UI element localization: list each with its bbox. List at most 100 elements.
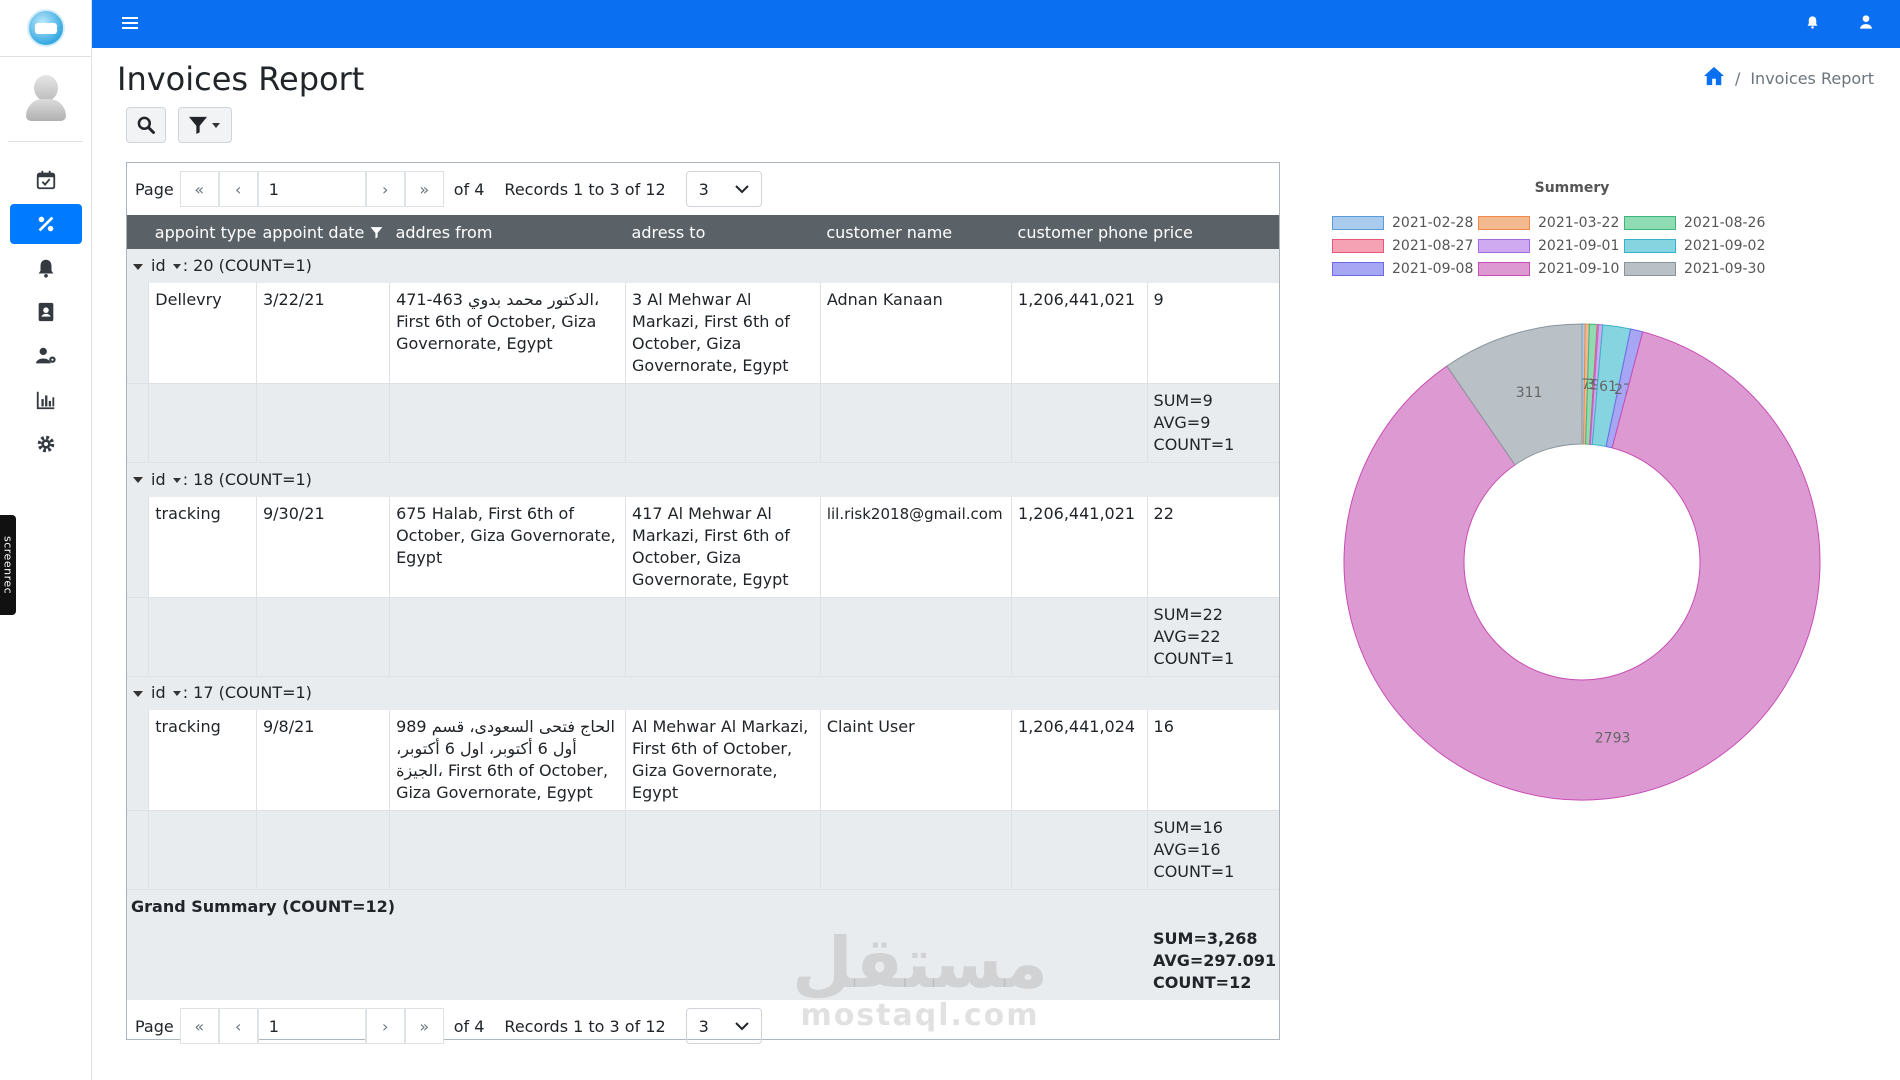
collapse-caret-icon[interactable] bbox=[133, 690, 143, 697]
sort-caret-icon[interactable] bbox=[172, 691, 181, 697]
cell-price: 22 bbox=[1146, 496, 1279, 598]
filter-button[interactable] bbox=[178, 107, 232, 143]
sidebar-item-settings[interactable] bbox=[10, 424, 82, 464]
legend-item[interactable]: 2021-08-26 bbox=[1624, 214, 1770, 231]
chevron-down-icon bbox=[734, 1021, 749, 1030]
user-icon bbox=[1860, 15, 1872, 29]
group-summary: SUM=16 AVG=16 COUNT=1 bbox=[1146, 810, 1279, 890]
legend-label: 2021-08-26 bbox=[1684, 214, 1766, 231]
legend-label: 2021-09-10 bbox=[1538, 260, 1620, 277]
group-header-row[interactable]: id : 20 (COUNT=1) bbox=[127, 249, 1279, 283]
sidebar-item-calendar[interactable] bbox=[10, 160, 82, 200]
chart-title: Summery bbox=[1534, 180, 1610, 196]
cell-date: 9/30/21 bbox=[255, 496, 390, 598]
prev-page-button[interactable]: ‹ bbox=[218, 1008, 258, 1044]
cell-customer: Claint User bbox=[819, 710, 1012, 811]
column-header[interactable]: customer phone bbox=[1017, 222, 1149, 242]
filter-icon[interactable] bbox=[370, 226, 383, 239]
legend-label: 2021-09-01 bbox=[1538, 237, 1620, 254]
donut-slice[interactable] bbox=[1343, 331, 1821, 801]
percent-icon bbox=[38, 216, 53, 232]
legend-item[interactable]: 2021-09-02 bbox=[1624, 237, 1770, 254]
cell-type: Dellevry bbox=[148, 283, 257, 384]
donut-slice[interactable] bbox=[1446, 323, 1583, 466]
chart-legend: 2021-02-28 2021-03-22 2021-08-26 2021-08-27… bbox=[1332, 214, 1770, 277]
table-row[interactable]: tracking 9/8/21 الحاج فتحى السعودى، قسم … bbox=[127, 710, 1279, 811]
cell-price: 16 bbox=[1146, 710, 1279, 811]
last-page-button[interactable]: » bbox=[404, 171, 444, 207]
page-size-select[interactable]: 3 bbox=[685, 171, 762, 207]
legend-swatch bbox=[1624, 215, 1676, 230]
next-page-button[interactable]: › bbox=[365, 171, 405, 207]
sidebar-item-users[interactable] bbox=[10, 336, 82, 376]
legend-swatch bbox=[1478, 215, 1530, 230]
sidebar-item-contacts[interactable] bbox=[10, 292, 82, 332]
chevron-down-icon bbox=[734, 184, 749, 193]
column-header[interactable]: appoint type bbox=[154, 222, 257, 242]
brand-logo bbox=[26, 9, 65, 47]
cell-phone: 1,206,441,021 bbox=[1011, 283, 1148, 384]
page-size-select[interactable]: 3 bbox=[685, 1008, 762, 1044]
legend-item[interactable]: 2021-09-10 bbox=[1478, 260, 1624, 277]
legend-label: 2021-03-22 bbox=[1538, 214, 1620, 231]
avatar[interactable] bbox=[25, 75, 66, 123]
chevron-down-icon bbox=[212, 122, 220, 128]
prev-page-button[interactable]: ‹ bbox=[218, 171, 258, 207]
column-header[interactable]: customer name bbox=[826, 222, 953, 242]
main-content: Invoices Report / Invoices Report Page «… bbox=[92, 48, 1900, 1080]
topbar bbox=[92, 0, 1900, 48]
sidebar-nav bbox=[0, 142, 91, 464]
next-page-button[interactable]: › bbox=[365, 1008, 405, 1044]
sidebar-item-percent[interactable] bbox=[9, 204, 82, 244]
menu-toggle-button[interactable] bbox=[122, 15, 138, 34]
collapse-caret-icon[interactable] bbox=[133, 477, 143, 484]
records-label: Records 1 to 3 of 12 bbox=[504, 179, 666, 199]
column-header[interactable]: addres from bbox=[395, 222, 493, 242]
page-count-label: of 4 bbox=[453, 179, 485, 199]
breadcrumb-separator: / bbox=[1734, 68, 1741, 88]
toolbar bbox=[126, 107, 232, 143]
legend-swatch bbox=[1332, 238, 1384, 253]
column-header[interactable]: price bbox=[1153, 222, 1193, 242]
column-header[interactable]: adress to bbox=[631, 222, 706, 242]
sidebar-item-reports[interactable] bbox=[10, 380, 82, 420]
bell-icon bbox=[1807, 16, 1818, 29]
page-number-input[interactable]: 1 bbox=[257, 171, 366, 207]
legend-swatch bbox=[1478, 261, 1530, 276]
legend-item[interactable]: 2021-03-22 bbox=[1478, 214, 1624, 231]
search-icon bbox=[137, 116, 155, 134]
collapse-caret-icon[interactable] bbox=[133, 263, 143, 270]
group-summary: SUM=9 AVG=9 COUNT=1 bbox=[1146, 383, 1279, 463]
breadcrumb-home-link[interactable] bbox=[1703, 66, 1725, 90]
first-page-button[interactable]: « bbox=[179, 1008, 219, 1044]
notifications-button[interactable] bbox=[1805, 14, 1820, 34]
group-header-row[interactable]: id : 17 (COUNT=1) bbox=[127, 676, 1279, 710]
legend-swatch bbox=[1332, 215, 1384, 230]
legend-item[interactable]: 2021-08-27 bbox=[1332, 237, 1478, 254]
table-row[interactable]: Dellevry 3/22/21 الدكتور محمد بدوي 463-4… bbox=[127, 283, 1279, 384]
legend-item[interactable]: 2021-09-08 bbox=[1332, 260, 1478, 277]
legend-item[interactable]: 2021-02-28 bbox=[1332, 214, 1478, 231]
page-label: Page bbox=[135, 1016, 174, 1036]
legend-label: 2021-09-30 bbox=[1684, 260, 1766, 277]
table-row[interactable]: tracking 9/30/21 675 Halab, First 6th of… bbox=[127, 496, 1279, 598]
sort-caret-icon[interactable] bbox=[172, 477, 181, 483]
group-header-row[interactable]: id : 18 (COUNT=1) bbox=[127, 462, 1279, 497]
first-page-button[interactable]: « bbox=[179, 171, 219, 207]
legend-item[interactable]: 2021-09-01 bbox=[1478, 237, 1624, 254]
calendar-check-icon bbox=[36, 170, 55, 190]
search-button[interactable] bbox=[126, 107, 166, 143]
grand-summary-row: Grand Summary (COUNT=12) SUM=3,268 AVG=29… bbox=[127, 889, 1279, 1000]
bar-chart-icon bbox=[36, 391, 54, 410]
sort-caret-icon[interactable] bbox=[172, 264, 181, 269]
page-number-input[interactable]: 1 bbox=[257, 1008, 366, 1044]
cell-type: tracking bbox=[148, 710, 257, 811]
legend-item[interactable]: 2021-09-30 bbox=[1624, 260, 1770, 277]
last-page-button[interactable]: » bbox=[404, 1008, 444, 1044]
column-header[interactable]: appoint date bbox=[256, 215, 389, 249]
sidebar-item-notifications[interactable] bbox=[10, 248, 82, 288]
hamburger-icon bbox=[122, 16, 138, 29]
slice-label: 7 bbox=[1582, 377, 1591, 393]
brand[interactable] bbox=[0, 0, 91, 57]
user-menu-button[interactable] bbox=[1858, 14, 1874, 34]
